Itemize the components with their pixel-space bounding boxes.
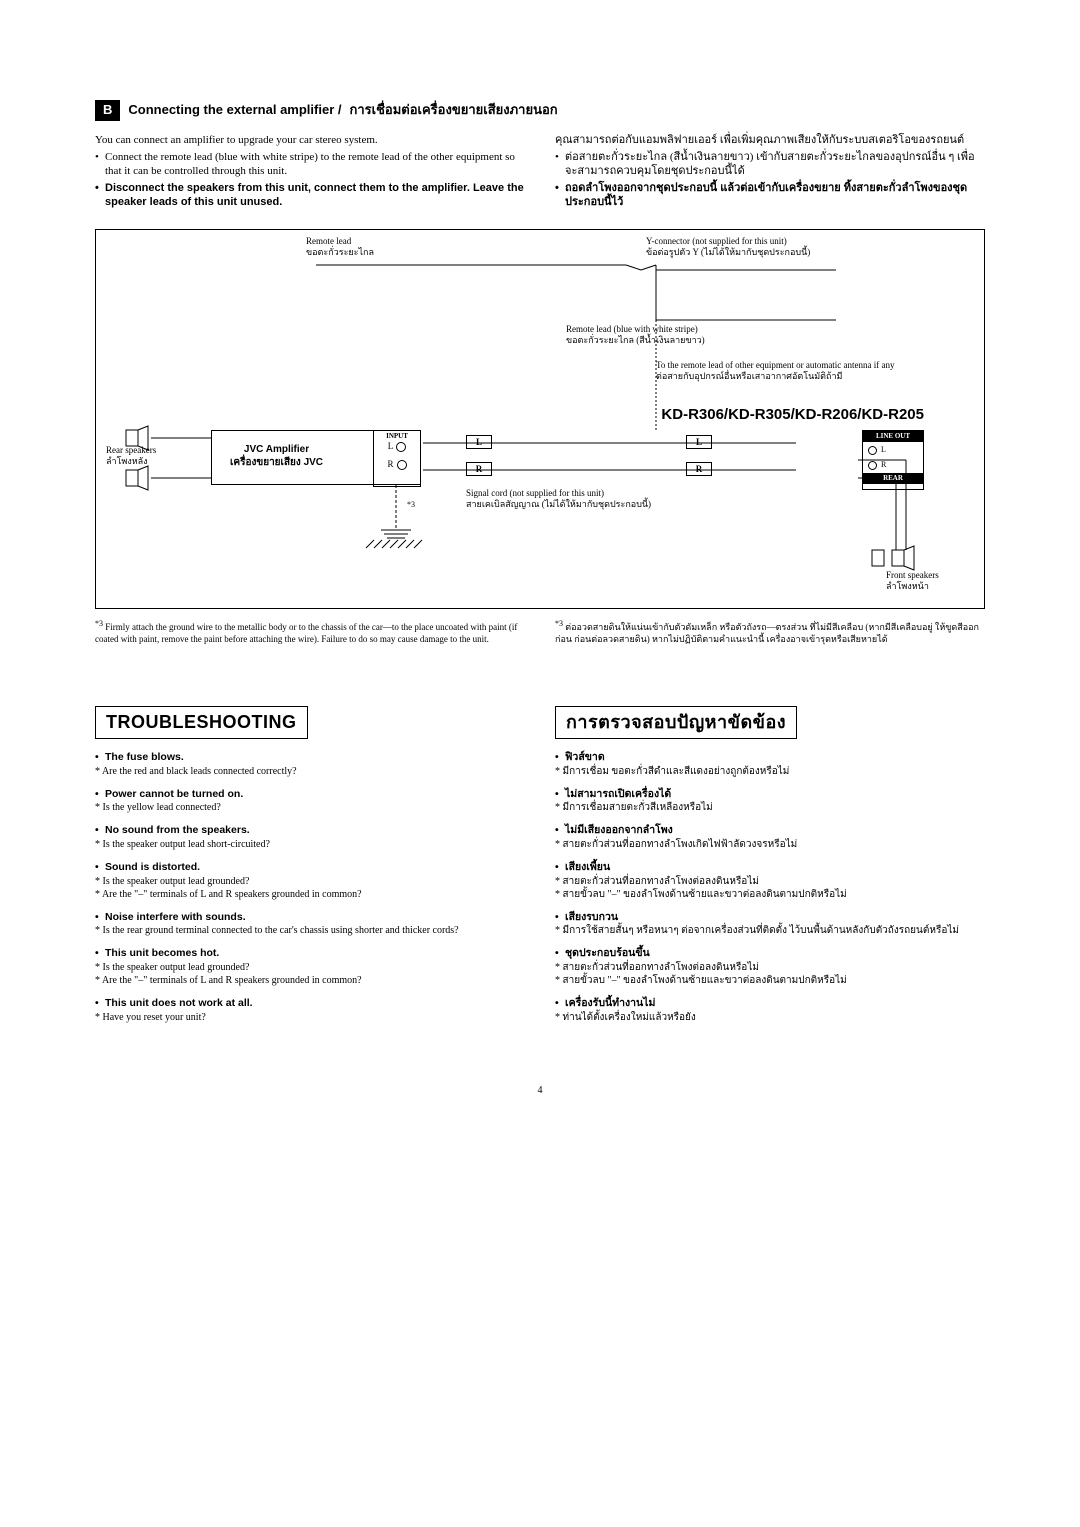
ts-item: No sound from the speakers.* Is the spea… — [95, 824, 525, 851]
ts-item: เสียงรบกวน* มีการใช้สายสั้นๆ หรือหนาๆ ต่… — [555, 911, 985, 938]
ts-answer: * Are the "–" terminals of L and R speak… — [95, 888, 525, 901]
label-remote-blue: Remote lead (blue with white stripe) ขอต… — [566, 324, 705, 346]
ts-answer: * มีการใช้สายสั้นๆ หรือหนาๆ ต่อจากเครื่อ… — [555, 924, 985, 937]
ts-item: ฟิวส์ขาด* มีการเชื่อม ขอตะกั่วสีดำและสีแ… — [555, 751, 985, 778]
amplifier-box: JVC Amplifier เครื่องขยายเสียง JVC INPUT… — [211, 430, 421, 485]
ts-item: Noise interfere with sounds.* Is the rea… — [95, 911, 525, 938]
ts-answer: * Is the speaker output lead short-circu… — [95, 838, 525, 851]
bullet-en-1: Connect the remote lead (blue with white… — [95, 150, 525, 179]
ts-heading-th: การตรวจสอบปัญหาขัดข้อง — [555, 706, 797, 739]
ts-item: ชุดประกอบร้อนขึ้น* สายตะกั่วส่วนที่ออกทา… — [555, 947, 985, 987]
label-y-connector: Y-connector (not supplied for this unit)… — [646, 236, 810, 258]
ts-answer: * Is the rear ground terminal connected … — [95, 924, 525, 937]
ts-col-en: TROUBLESHOOTING The fuse blows.* Are the… — [95, 706, 525, 1034]
bullet-th-2: ถอดลำโพงออกจากชุดประกอบนี้ แล้วต่อเข้ากั… — [555, 181, 985, 210]
model-heading: KD-R306/KD-R305/KD-R206/KD-R205 — [661, 405, 924, 425]
chip-L-2: L — [686, 435, 712, 449]
ts-question: เสียงรบกวน — [555, 911, 985, 925]
ts-answer: * สายตะกั่วส่วนที่ออกทางลำโพงต่อลงดินหรื… — [555, 961, 985, 974]
wiring-diagram: Remote lead ขอตะกั่วระยะไกล Y-connector … — [95, 229, 985, 609]
ts-question: ชุดประกอบร้อนขึ้น — [555, 947, 985, 961]
ts-item: This unit does not work at all.* Have yo… — [95, 997, 525, 1024]
ts-answer: * สายตะกั่วส่วนที่ออกทางลำโพงต่อลงดินหรื… — [555, 875, 985, 888]
label-remote-lead: Remote lead ขอตะกั่วระยะไกล — [306, 236, 374, 258]
section-b-columns: You can connect an amplifier to upgrade … — [95, 133, 985, 211]
intro-th: คุณสามารถต่อกับแอมพลิฟายเออร์ เพื่อเพิ่ม… — [555, 133, 985, 147]
label-star3: *3 — [407, 500, 415, 510]
ts-answer: * สายขั้วลบ "–" ของลำโพงด้านซ้ายและขวาต่… — [555, 974, 985, 987]
label-rear-speakers: Rear speakers ลำโพงหลัง — [106, 445, 156, 467]
ts-answer: * ท่านได้ตั้งเครื่องใหม่แล้วหรือยัง — [555, 1011, 985, 1024]
ts-item: เสียงเพี้ยน* สายตะกั่วส่วนที่ออกทางลำโพง… — [555, 861, 985, 901]
ts-answer: * Are the "–" terminals of L and R speak… — [95, 974, 525, 987]
ts-answer: * มีการเชื่อม ขอตะกั่วสีดำและสีแดงอย่างถ… — [555, 765, 985, 778]
ts-item: ไม่สามารถเปิดเครื่องได้* มีการเชื่อมสายต… — [555, 788, 985, 815]
ts-question: Power cannot be turned on. — [95, 788, 525, 802]
section-title-en: Connecting the external amplifier / — [128, 102, 341, 119]
ts-question: No sound from the speakers. — [95, 824, 525, 838]
ts-item: ไม่มีเสียงออกจากลำโพง* สายตะกั่วส่วนที่อ… — [555, 824, 985, 851]
troubleshooting: TROUBLESHOOTING The fuse blows.* Are the… — [95, 706, 985, 1034]
ts-answer: * มีการเชื่อมสายตะกั่วสีเหลืองหรือไม่ — [555, 801, 985, 814]
section-badge: B — [95, 100, 120, 121]
page-number: 4 — [95, 1084, 985, 1097]
ts-col-th: การตรวจสอบปัญหาขัดข้อง ฟิวส์ขาด* มีการเช… — [555, 706, 985, 1034]
ts-item: Power cannot be turned on.* Is the yello… — [95, 788, 525, 815]
ts-answer: * Have you reset your unit? — [95, 1011, 525, 1024]
ts-answer: * สายตะกั่วส่วนที่ออกทางลำโพงเกิดไฟฟ้าลั… — [555, 838, 985, 851]
ts-question: This unit does not work at all. — [95, 997, 525, 1011]
ts-question: ฟิวส์ขาด — [555, 751, 985, 765]
ts-question: The fuse blows. — [95, 751, 525, 765]
ts-heading-en: TROUBLESHOOTING — [95, 706, 308, 739]
ts-answer: * สายขั้วลบ "–" ของลำโพงด้านซ้ายและขวาต่… — [555, 888, 985, 901]
ts-question: Noise interfere with sounds. — [95, 911, 525, 925]
chip-R-2: R — [686, 462, 712, 476]
ts-answer: * Is the speaker output lead grounded? — [95, 875, 525, 888]
ts-question: This unit becomes hot. — [95, 947, 525, 961]
bullet-en-2: Disconnect the speakers from this unit, … — [95, 181, 525, 210]
footnotes: *3 Firmly attach the ground wire to the … — [95, 619, 985, 645]
intro-en: You can connect an amplifier to upgrade … — [95, 133, 525, 147]
chip-R-1: R — [466, 462, 492, 476]
lineout-panel: LINE OUT L R REAR — [862, 430, 924, 490]
label-front-speakers: Front speakers ลำโพงหน้า — [886, 570, 939, 592]
col-en: You can connect an amplifier to upgrade … — [95, 133, 525, 211]
label-to-remote: To the remote lead of other equipment or… — [656, 360, 895, 382]
chip-L-1: L — [466, 435, 492, 449]
label-signal-cord: Signal cord (not supplied for this unit)… — [466, 488, 651, 510]
ts-item: Sound is distorted.* Is the speaker outp… — [95, 861, 525, 901]
footnote-en: *3 Firmly attach the ground wire to the … — [95, 619, 525, 645]
ts-answer: * Are the red and black leads connected … — [95, 765, 525, 778]
bullet-th-1: ต่อสายตะกั่วระยะไกล (สีน้ำเงินลายขาว) เข… — [555, 150, 985, 179]
section-title-th: การเชื่อมต่อเครื่องขยายเสียงภายนอก — [350, 102, 558, 119]
ts-answer: * Is the yellow lead connected? — [95, 801, 525, 814]
footnote-th: *3 ต่ออวดสายดินให้แน่นเข้ากับตัวดัมเหล็ก… — [555, 619, 985, 645]
ts-item: This unit becomes hot.* Is the speaker o… — [95, 947, 525, 987]
ts-item: The fuse blows.* Are the red and black l… — [95, 751, 525, 778]
ts-question: ไม่สามารถเปิดเครื่องได้ — [555, 788, 985, 802]
ts-question: Sound is distorted. — [95, 861, 525, 875]
section-b-header: B Connecting the external amplifier / กา… — [95, 100, 985, 121]
ts-item: เครื่องรับนี้ทำงานไม่* ท่านได้ตั้งเครื่อ… — [555, 997, 985, 1024]
amp-input-panel: INPUT L R — [373, 430, 421, 487]
ts-question: เครื่องรับนี้ทำงานไม่ — [555, 997, 985, 1011]
col-th: คุณสามารถต่อกับแอมพลิฟายเออร์ เพื่อเพิ่ม… — [555, 133, 985, 211]
ts-answer: * Is the speaker output lead grounded? — [95, 961, 525, 974]
ts-question: ไม่มีเสียงออกจากลำโพง — [555, 824, 985, 838]
ts-question: เสียงเพี้ยน — [555, 861, 985, 875]
